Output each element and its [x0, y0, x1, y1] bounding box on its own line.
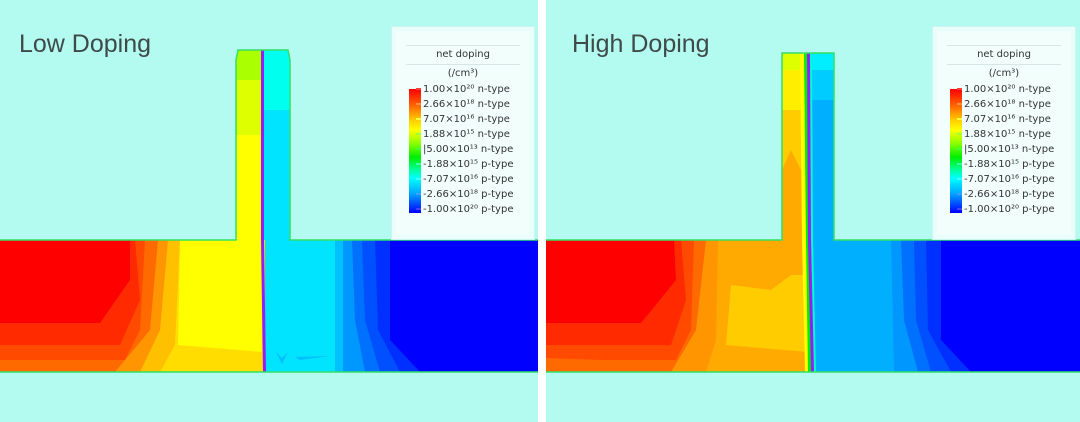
low-doping-panel: Low Doping net doping (/cm³) 1.00×10²⁰ n…: [0, 0, 538, 422]
tick-mark-icon: [416, 88, 421, 90]
tick-mark-icon: [957, 208, 962, 210]
tick-label: -7.07×10¹⁶ p-type: [964, 174, 1055, 185]
tick-label: -1.00×10²⁰ p-type: [423, 204, 514, 215]
tick-mark-icon: [416, 193, 421, 195]
high-doping-panel: High Doping net doping (/cm³) 1.00×10²⁰ …: [546, 0, 1080, 422]
tick-mark-icon: [957, 178, 962, 180]
tick-label: -7.07×10¹⁶ p-type: [423, 174, 514, 185]
legend-tick: -1.00×10²⁰ p-type: [957, 204, 1055, 216]
tick-mark-icon: [416, 208, 421, 210]
legend-body: net doping (/cm³) 1.00×10²⁰ n-type 2.66×…: [937, 31, 1071, 235]
tick-mark-icon: [957, 103, 962, 105]
legend-tick: 2.66×10¹⁸ n-type: [416, 99, 510, 111]
legend-tick: 7.07×10¹⁶ n-type: [416, 114, 510, 126]
legend-tick: 2.66×10¹⁸ n-type: [957, 99, 1051, 111]
colorbar: [950, 89, 962, 213]
tick-mark-icon: [416, 178, 421, 180]
legend-tick: -1.00×10²⁰ p-type: [416, 204, 514, 216]
panel-title: High Doping: [572, 30, 710, 58]
tick-mark-icon: [957, 163, 962, 165]
doping-profile-plot: [0, 49, 538, 373]
tick-label: 2.66×10¹⁸ n-type: [964, 99, 1051, 110]
tick-label: 7.07×10¹⁶ n-type: [423, 114, 510, 125]
doping-profile-plot: [546, 52, 1080, 373]
legend-tick: 7.07×10¹⁶ n-type: [957, 114, 1051, 126]
tick-label: -2.66×10¹⁸ p-type: [423, 189, 514, 200]
legend-tick: |5.00×10¹³ n-type: [957, 144, 1055, 156]
doping-legend: net doping (/cm³) 1.00×10²⁰ n-type 2.66×…: [932, 26, 1076, 240]
tick-label: -2.66×10¹⁸ p-type: [964, 189, 1055, 200]
legend-tick: 1.00×10²⁰ n-type: [416, 84, 510, 96]
tick-mark-icon: [416, 163, 421, 165]
legend-tick: 1.00×10²⁰ n-type: [957, 84, 1051, 96]
legend-tick: -1.88×10¹⁵ p-type: [957, 159, 1055, 171]
legend-title: net doping: [406, 45, 520, 65]
tick-mark-icon: [416, 148, 421, 150]
tick-label: 7.07×10¹⁶ n-type: [964, 114, 1051, 125]
tick-label: 1.00×10²⁰ n-type: [964, 84, 1051, 95]
legend-unit: (/cm³): [988, 68, 1020, 79]
tick-mark-icon: [957, 148, 962, 150]
legend-tick: -7.07×10¹⁶ p-type: [416, 174, 514, 186]
legend-unit: (/cm³): [447, 68, 479, 79]
tick-label: -1.88×10¹⁵ p-type: [423, 159, 514, 170]
tick-label: 1.00×10²⁰ n-type: [423, 84, 510, 95]
legend-tick: -2.66×10¹⁸ p-type: [957, 189, 1055, 201]
legend-tick: -1.88×10¹⁵ p-type: [416, 159, 514, 171]
legend-tick: |5.00×10¹³ n-type: [416, 144, 514, 156]
tick-label: 1.88×10¹⁵ n-type: [423, 129, 510, 140]
tick-label: |5.00×10¹³ n-type: [964, 144, 1055, 155]
legend-tick: -7.07×10¹⁶ p-type: [957, 174, 1055, 186]
panel-title: Low Doping: [19, 30, 152, 58]
tick-label: 2.66×10¹⁸ n-type: [423, 99, 510, 110]
tick-mark-icon: [416, 133, 421, 135]
legend-body: net doping (/cm³) 1.00×10²⁰ n-type 2.66×…: [396, 31, 530, 235]
legend-tick: -2.66×10¹⁸ p-type: [416, 189, 514, 201]
colorbar: [409, 89, 421, 213]
tick-label: -1.00×10²⁰ p-type: [964, 204, 1055, 215]
legend-title: net doping: [947, 45, 1061, 65]
tick-mark-icon: [957, 88, 962, 90]
tick-mark-icon: [957, 133, 962, 135]
tick-mark-icon: [416, 103, 421, 105]
tick-mark-icon: [957, 193, 962, 195]
doping-legend: net doping (/cm³) 1.00×10²⁰ n-type 2.66×…: [391, 26, 535, 240]
tick-mark-icon: [957, 118, 962, 120]
tick-label: 1.88×10¹⁵ n-type: [964, 129, 1051, 140]
tick-mark-icon: [416, 118, 421, 120]
tick-label: |5.00×10¹³ n-type: [423, 144, 514, 155]
legend-tick: 1.88×10¹⁵ n-type: [957, 129, 1051, 141]
legend-tick: 1.88×10¹⁵ n-type: [416, 129, 510, 141]
tick-label: -1.88×10¹⁵ p-type: [964, 159, 1055, 170]
